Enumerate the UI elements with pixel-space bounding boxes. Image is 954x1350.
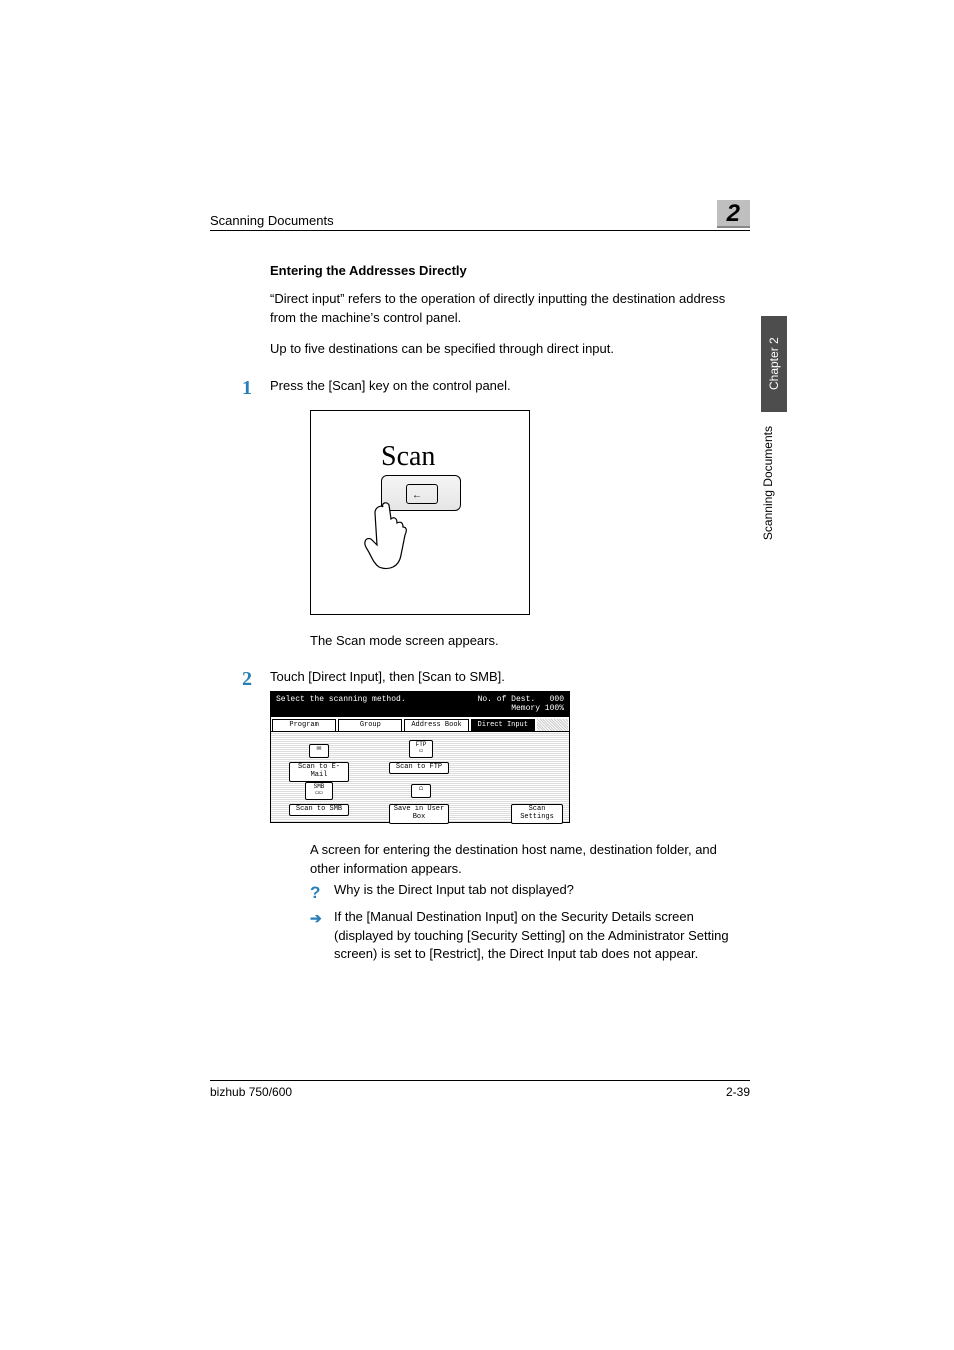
email-icon: ✉ bbox=[309, 744, 329, 758]
tab-spacer bbox=[537, 719, 568, 732]
question-icon: ? bbox=[310, 881, 326, 906]
scan-to-email-button[interactable]: Scan to E-Mail bbox=[289, 762, 349, 781]
step-2: 2 Touch [Direct Input], then [Scan to SM… bbox=[230, 668, 750, 691]
scan-to-smb-button[interactable]: Scan to SMB bbox=[289, 804, 349, 816]
userbox-icon: ⌂ bbox=[411, 784, 431, 798]
step-1: 1 Press the [Scan] key on the control pa… bbox=[230, 377, 750, 400]
step2-result: A screen for entering the destination ho… bbox=[310, 841, 750, 879]
tab-direct-input[interactable]: Direct Input bbox=[471, 719, 535, 732]
scan-key-label: Scan bbox=[381, 441, 435, 473]
question-row: ? Why is the Direct Input tab not displa… bbox=[310, 881, 750, 906]
tab-address-book[interactable]: Address Book bbox=[404, 719, 468, 732]
step-text: Press the [Scan] key on the control pane… bbox=[270, 377, 750, 400]
side-chapter-tab: Chapter 2 bbox=[761, 316, 787, 412]
hand-icon bbox=[345, 499, 425, 589]
lcd-screenshot: Select the scanning method. No. of Dest.… bbox=[270, 691, 570, 824]
answer-row: ➔ If the [Manual Destination Input] on t… bbox=[310, 908, 750, 965]
page-footer: bizhub 750/600 2-39 bbox=[210, 1080, 750, 1099]
page-header: Scanning Documents 2 bbox=[210, 200, 750, 231]
intro-paragraph-2: Up to five destinations can be specified… bbox=[270, 340, 750, 359]
intro-paragraph-1: “Direct input” refers to the operation o… bbox=[270, 290, 750, 328]
save-userbox-button[interactable]: Save in User Box bbox=[389, 804, 449, 823]
lcd-dest-value: 000 bbox=[550, 695, 564, 704]
header-section: Scanning Documents bbox=[210, 213, 334, 228]
lcd-dest-label: No. of Dest. bbox=[478, 695, 536, 704]
step-text: Touch [Direct Input], then [Scan to SMB]… bbox=[270, 668, 750, 691]
smb-icon: SMB▭▭ bbox=[305, 782, 333, 800]
section-title: Entering the Addresses Directly bbox=[270, 263, 750, 278]
answer-text: If the [Manual Destination Input] on the… bbox=[334, 908, 750, 965]
tab-group[interactable]: Group bbox=[338, 719, 402, 732]
arrow-icon: ➔ bbox=[310, 908, 326, 965]
footer-product: bizhub 750/600 bbox=[210, 1085, 292, 1099]
step-number: 1 bbox=[230, 377, 252, 400]
lcd-memory: Memory 100% bbox=[511, 704, 564, 713]
side-section-label: Scanning Documents bbox=[761, 426, 787, 540]
step1-result: The Scan mode screen appears. bbox=[310, 633, 750, 648]
lcd-prompt: Select the scanning method. bbox=[276, 695, 406, 714]
question-text: Why is the Direct Input tab not displaye… bbox=[334, 881, 750, 906]
lcd-status-right: No. of Dest. 000 Memory 100% bbox=[478, 695, 564, 714]
scan-to-ftp-button[interactable]: Scan to FTP bbox=[389, 762, 449, 774]
lcd-body: ✉ Scan to E-Mail FTP▭ Scan to FTP SMB▭▭ … bbox=[271, 732, 569, 822]
scan-key-illustration: Scan ← bbox=[310, 410, 530, 615]
lcd-tabs: Program Group Address Book Direct Input bbox=[271, 717, 569, 733]
lcd-statusbar: Select the scanning method. No. of Dest.… bbox=[271, 692, 569, 717]
scan-settings-button[interactable]: Scan Settings bbox=[511, 804, 563, 823]
tab-program[interactable]: Program bbox=[272, 719, 336, 732]
chapter-badge: 2 bbox=[717, 200, 750, 228]
step-number: 2 bbox=[230, 668, 252, 691]
footer-page: 2-39 bbox=[726, 1085, 750, 1099]
ftp-icon: FTP▭ bbox=[409, 740, 433, 758]
